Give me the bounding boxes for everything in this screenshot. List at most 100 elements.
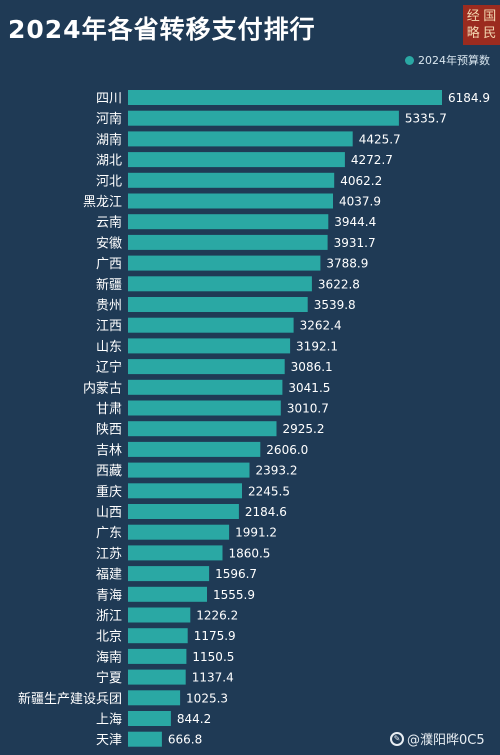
category-label: 广东 — [96, 526, 122, 541]
bar — [128, 545, 223, 561]
bar — [128, 504, 239, 519]
value-label: 1596.7 — [215, 567, 257, 581]
logo-char: 略 — [466, 26, 480, 41]
category-label: 贵州 — [96, 299, 122, 314]
value-label: 3788.9 — [326, 257, 368, 271]
category-label: 湖北 — [96, 154, 122, 169]
category-label: 广西 — [96, 257, 122, 272]
bar — [128, 379, 283, 395]
bar — [128, 607, 191, 623]
category-label: 江西 — [96, 319, 122, 334]
value-label: 1137.4 — [192, 671, 234, 685]
category-label: 河北 — [96, 174, 122, 189]
value-label: 4037.9 — [339, 195, 381, 209]
value-label: 2606.0 — [266, 443, 308, 457]
category-label: 山东 — [96, 340, 122, 355]
logo-char: 国 — [483, 9, 497, 24]
category-label: 重庆 — [96, 484, 122, 500]
bar — [128, 297, 308, 312]
bar — [128, 152, 345, 168]
bar — [128, 524, 230, 540]
category-label: 福建 — [96, 568, 122, 583]
category-label: 天津 — [96, 733, 122, 748]
bar — [128, 690, 181, 706]
value-label: 2925.2 — [283, 422, 325, 436]
category-label: 四川 — [96, 92, 122, 107]
bar — [128, 234, 328, 250]
bar — [128, 359, 285, 375]
category-label: 陕西 — [96, 423, 122, 438]
bar — [128, 110, 399, 126]
value-label: 1555.9 — [213, 588, 255, 602]
logo-char: 民 — [483, 26, 497, 41]
value-label: 2393.2 — [255, 464, 297, 478]
category-label: 西藏 — [96, 464, 122, 479]
value-label: 1175.9 — [194, 629, 236, 643]
category-label: 江苏 — [96, 546, 122, 562]
value-label: 844.2 — [177, 712, 211, 726]
bar — [128, 338, 291, 354]
value-label: 1860.5 — [228, 546, 270, 560]
category-label: 新疆 — [96, 277, 122, 293]
bar — [128, 400, 281, 416]
legend-swatch — [405, 55, 414, 65]
category-label: 新疆生产建设兵团 — [18, 691, 122, 707]
category-label: 海南 — [96, 649, 122, 665]
bar — [128, 90, 442, 105]
value-label: 4062.2 — [340, 174, 382, 188]
value-label: 666.8 — [168, 733, 202, 747]
category-label: 浙江 — [96, 609, 122, 624]
category-label: 北京 — [96, 630, 122, 645]
bar — [128, 214, 329, 230]
category-label: 河南 — [96, 111, 122, 127]
bar — [128, 628, 188, 644]
value-label: 3931.7 — [334, 236, 376, 250]
value-label: 6184.9 — [448, 91, 490, 105]
value-label: 3041.5 — [288, 381, 330, 395]
category-label: 青海 — [96, 588, 122, 603]
value-label: 1991.2 — [235, 526, 277, 540]
value-label: 3262.4 — [300, 319, 342, 333]
bar — [128, 317, 294, 333]
bar — [128, 483, 242, 499]
category-label: 黑龙江 — [83, 195, 122, 210]
category-label: 上海 — [96, 713, 122, 728]
bar — [128, 193, 333, 209]
logo-char: 经 — [466, 9, 480, 24]
category-label: 云南 — [96, 215, 122, 231]
value-label: 3944.4 — [334, 215, 376, 229]
value-label: 1025.3 — [186, 691, 228, 705]
bar — [128, 648, 187, 664]
value-label: 3192.1 — [296, 339, 338, 353]
value-label: 4425.7 — [359, 132, 401, 146]
category-label: 甘肃 — [96, 402, 122, 417]
bar — [128, 731, 162, 747]
bar — [128, 255, 321, 271]
bar — [128, 276, 312, 292]
bar — [128, 669, 186, 685]
category-label: 宁夏 — [96, 670, 122, 686]
category-label: 吉林 — [96, 443, 122, 458]
bar — [128, 131, 353, 147]
bar — [128, 462, 250, 478]
value-label: 3086.1 — [291, 360, 333, 374]
value-label: 3010.7 — [287, 402, 329, 416]
bar — [128, 566, 210, 582]
value-label: 3622.8 — [318, 277, 360, 291]
value-label: 3539.8 — [314, 298, 356, 312]
author-icon: ✎ — [390, 731, 404, 746]
category-label: 湖南 — [96, 132, 122, 148]
category-label: 山西 — [96, 506, 122, 521]
bar — [128, 172, 335, 188]
bar — [128, 711, 171, 726]
category-label: 辽宁 — [96, 360, 122, 376]
value-label: 2245.5 — [248, 484, 290, 498]
category-label: 安徽 — [96, 236, 122, 251]
logo: 经 国 略 民 — [463, 5, 500, 45]
value-label: 1226.2 — [196, 609, 238, 623]
watermark: ✎ @濮阳晔0C5 — [390, 729, 485, 748]
value-label: 1150.5 — [192, 650, 234, 664]
bar — [128, 441, 261, 457]
category-label: 内蒙古 — [83, 380, 122, 396]
